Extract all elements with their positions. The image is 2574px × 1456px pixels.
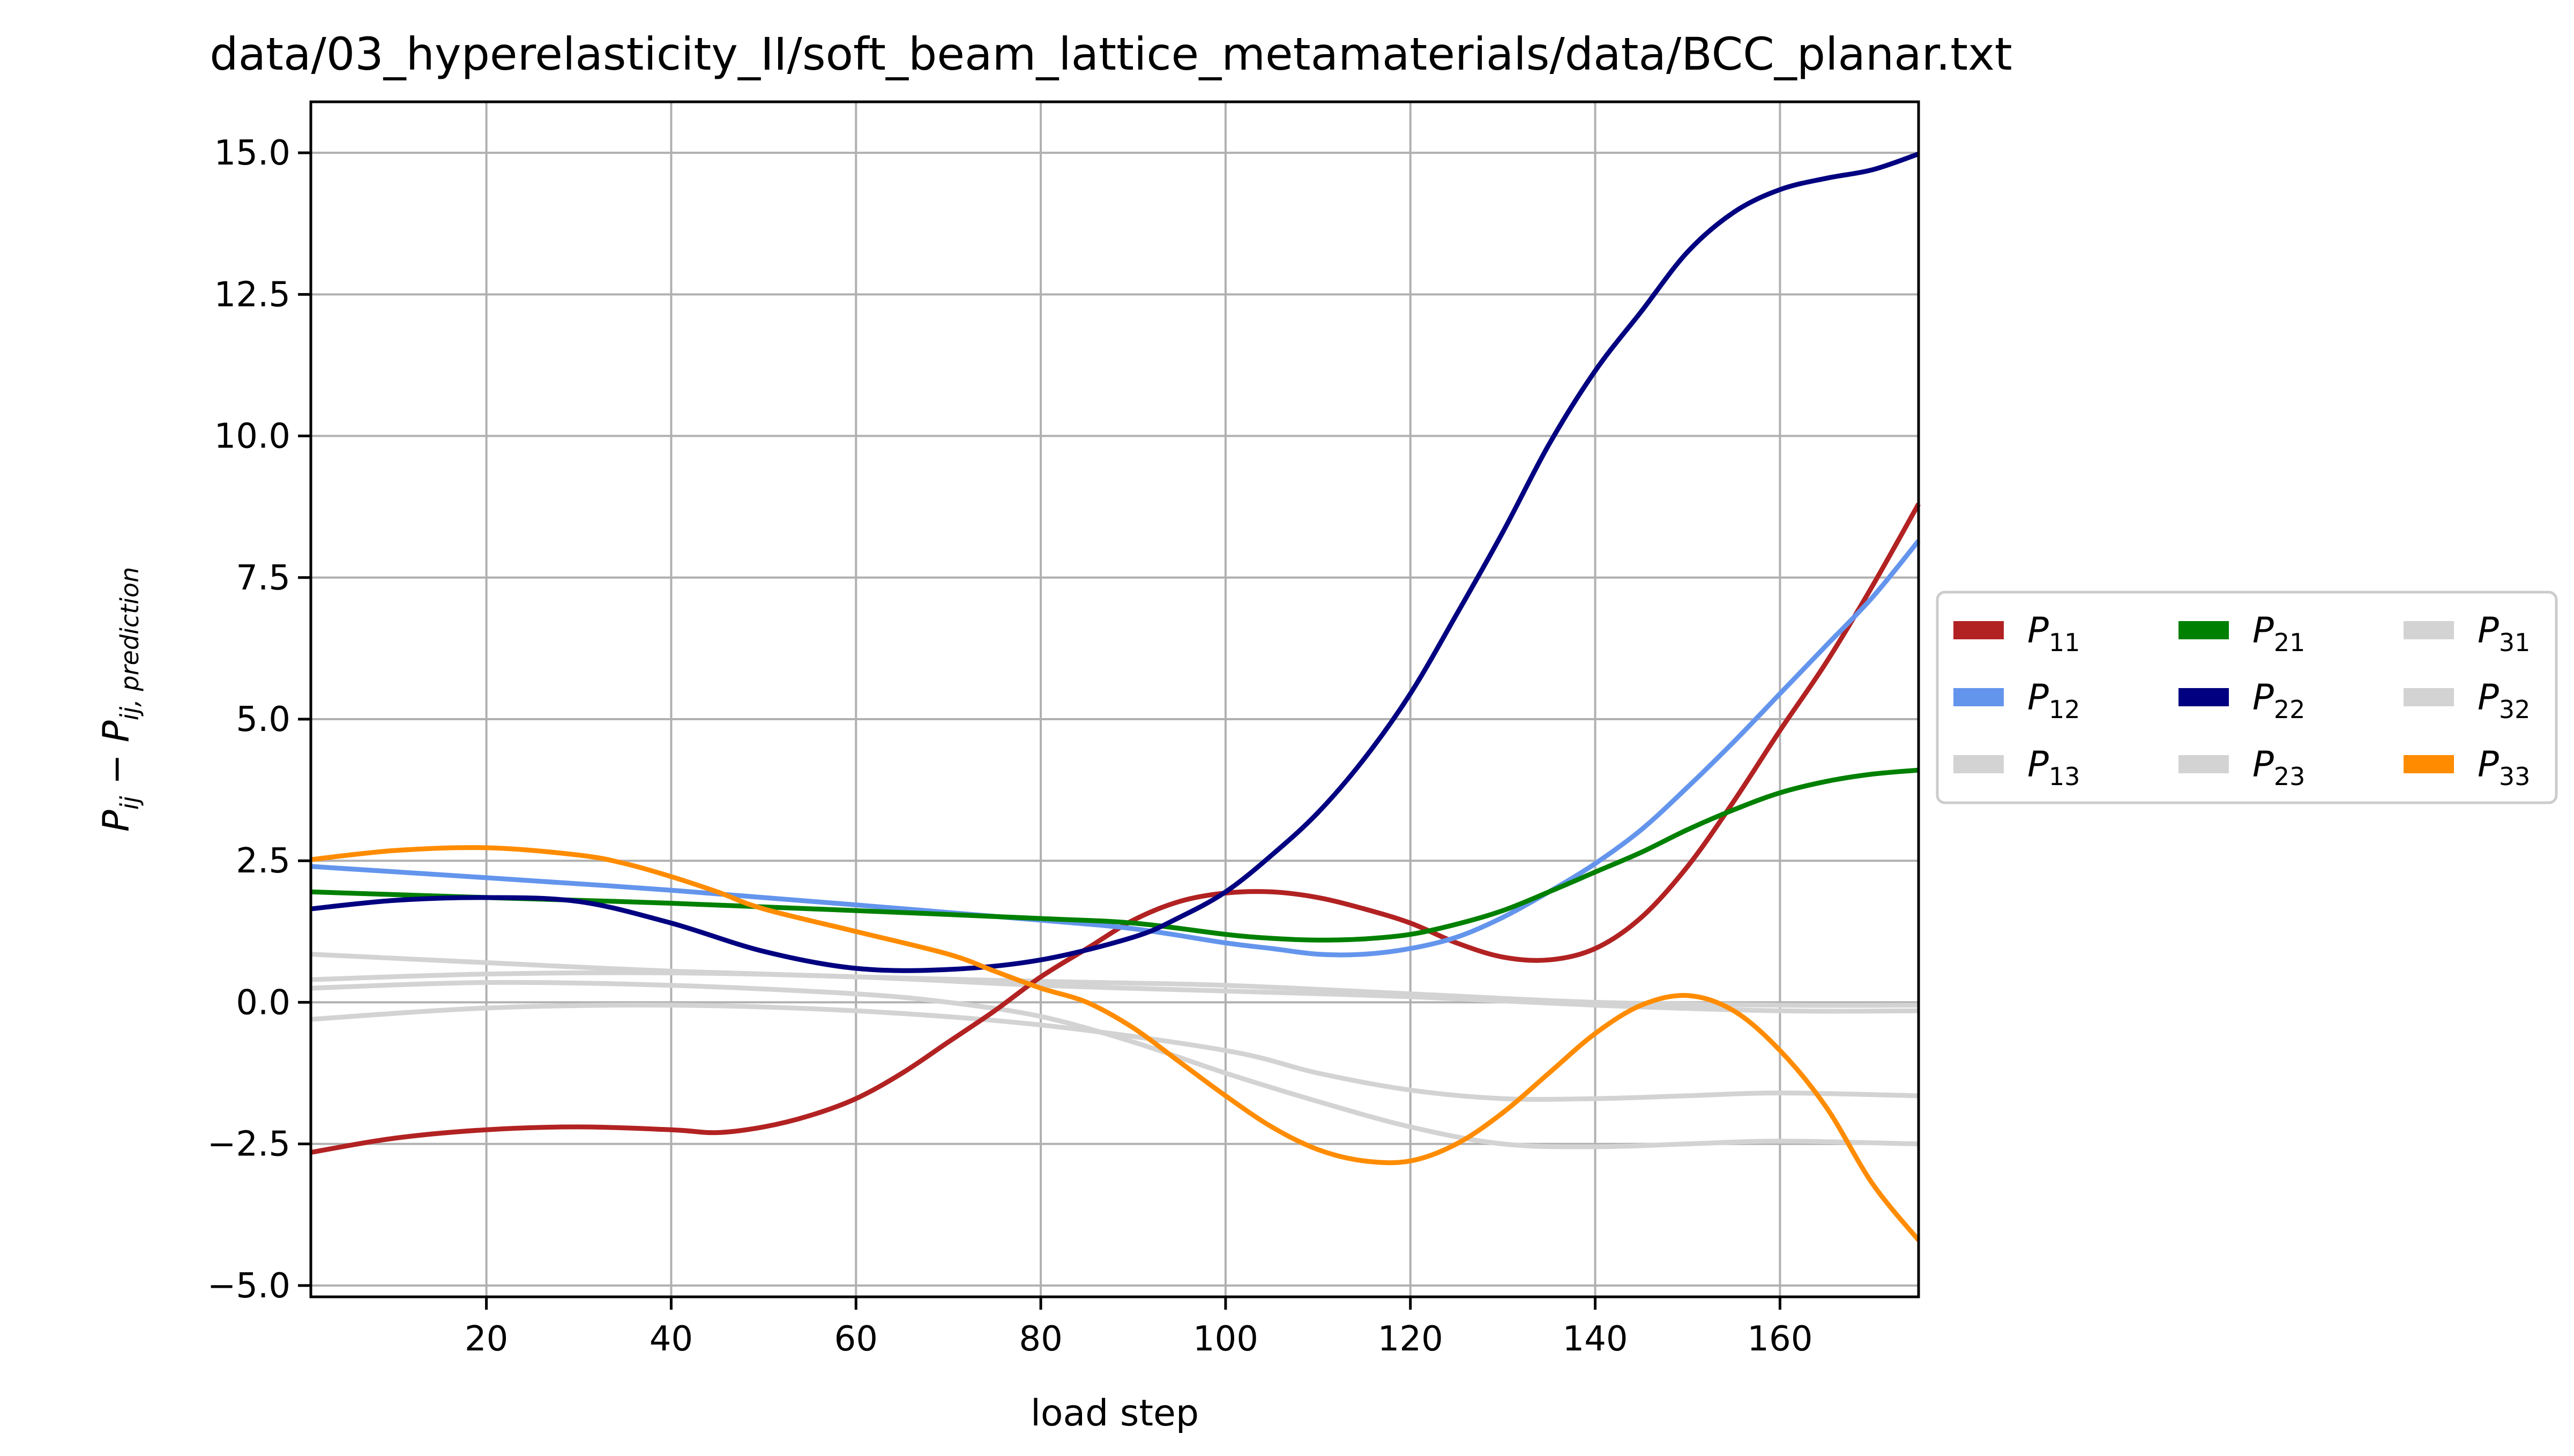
axes-frame	[309, 100, 1920, 1298]
series-line-p31	[310, 1002, 1919, 1102]
x-tick-label: 120	[1378, 1319, 1443, 1359]
legend-items: P11 P12 P13 P21 P22 P23 P31 P32 P33	[1953, 610, 2530, 791]
y-tick-label: 0.0	[236, 983, 290, 1022]
x-axis-ticks: 20 40 60 80 100 120 140 160	[465, 1297, 1812, 1359]
series-line-p12	[310, 539, 1921, 958]
legend-label-p31: P31	[2478, 610, 2530, 657]
x-tick-label: 160	[1747, 1319, 1812, 1359]
x-tick-label: 60	[834, 1319, 878, 1359]
y-label-minus: −	[95, 742, 138, 796]
x-tick-label: 40	[650, 1319, 693, 1359]
legend-label-p21: P21	[2252, 610, 2305, 657]
x-tick-label: 140	[1562, 1319, 1628, 1359]
legend-swatch-p32	[2404, 688, 2454, 706]
y-tick-label: −5.0	[207, 1266, 290, 1306]
legend-label-p13: P13	[2027, 744, 2080, 791]
y-label-sub1: ij	[115, 796, 144, 810]
x-tick-label: 100	[1193, 1319, 1258, 1359]
legend-swatch-p33	[2404, 755, 2454, 773]
y-tick-label: 2.5	[236, 841, 290, 881]
series-line-p33	[310, 845, 1921, 1242]
y-label-sub2: ij, prediction	[115, 567, 144, 721]
legend-label-p23: P23	[2252, 744, 2305, 791]
x-tick-label: 20	[465, 1319, 508, 1359]
legend-label-p32: P32	[2478, 677, 2530, 724]
x-axis-label: load step	[1031, 1392, 1199, 1435]
legend: P11 P12 P13 P21 P22 P23 P31 P32 P33	[1936, 591, 2558, 804]
series-line-p22	[310, 151, 1920, 973]
y-label-base2: P	[95, 720, 138, 742]
legend-swatch-p22	[2178, 688, 2229, 706]
chart-title: data/03_hyperelasticity_II/soft_beam_lat…	[210, 28, 2012, 80]
legend-label-p33: P33	[2478, 744, 2530, 791]
y-tick-label: 5.0	[236, 700, 290, 740]
series-line-p21	[310, 767, 1919, 943]
y-axis-label: Pij − Pij, prediction	[95, 567, 144, 832]
series-line-p32	[310, 980, 1919, 1149]
legend-label-p11: P11	[2027, 610, 2080, 657]
y-label-base: P	[95, 810, 138, 832]
legend-box	[1936, 591, 2558, 804]
y-tick-label: 10.0	[214, 417, 291, 457]
legend-swatch-p23	[2178, 755, 2229, 773]
series-line-p11	[310, 503, 1921, 1155]
y-tick-label: −2.5	[207, 1125, 290, 1164]
series-lines	[310, 151, 1921, 1242]
y-tick-label: 12.5	[214, 275, 291, 315]
series-line-p23	[310, 970, 1919, 1014]
legend-swatch-p11	[1953, 621, 2004, 639]
y-axis-ticks: −5.0 −2.5 0.0 2.5 5.0 7.5 10.0 12.5 15.0	[207, 133, 311, 1306]
legend-swatch-p13	[1953, 755, 2004, 773]
legend-label-p22: P22	[2252, 677, 2305, 724]
y-tick-label: 7.5	[236, 558, 290, 598]
y-tick-label: 15.0	[214, 133, 291, 173]
legend-swatch-p31	[2404, 621, 2454, 639]
x-tick-label: 80	[1019, 1319, 1062, 1359]
legend-label-p12: P12	[2027, 677, 2080, 724]
plot-area	[311, 102, 1919, 1297]
legend-swatch-p12	[1953, 688, 2004, 706]
series-line-p13	[310, 952, 1919, 1008]
legend-swatch-p21	[2178, 621, 2229, 639]
